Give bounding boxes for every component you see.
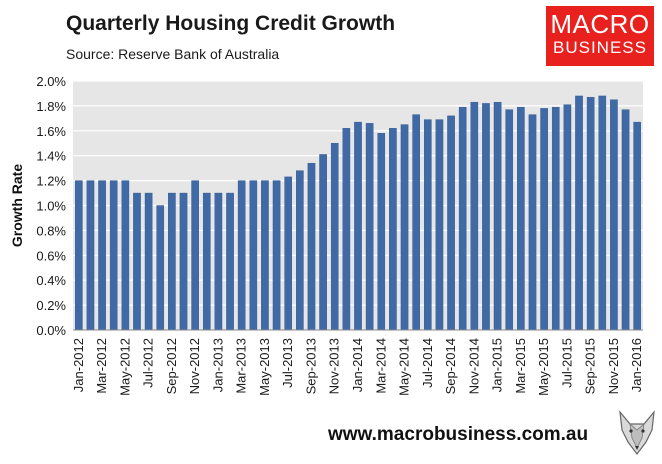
bar xyxy=(540,108,548,331)
bar xyxy=(458,106,467,331)
bar xyxy=(168,192,176,331)
x-tick-label: Nov-2012 xyxy=(187,338,202,394)
bar xyxy=(226,192,234,331)
bar xyxy=(400,124,409,331)
x-tick-label: Sep-2012 xyxy=(164,338,179,394)
website-url: www.macrobusiness.com.au xyxy=(328,424,589,445)
x-tick-label: Jan-2014 xyxy=(350,338,365,392)
bar xyxy=(144,192,153,331)
y-tick-label: 0.0% xyxy=(36,323,66,338)
bar xyxy=(133,192,141,331)
bar xyxy=(621,109,630,331)
y-tick-label: 1.2% xyxy=(36,174,66,189)
logo-line-macro: MACRO xyxy=(550,9,650,39)
bar xyxy=(598,95,607,331)
bar xyxy=(633,121,641,331)
bar xyxy=(296,170,304,331)
x-tick-label: Jul-2012 xyxy=(141,338,156,388)
bar xyxy=(563,104,572,331)
x-tick-label: Mar-2012 xyxy=(94,338,109,394)
y-tick-label: 0.4% xyxy=(36,273,66,288)
bar xyxy=(237,180,246,331)
x-tick-label: Jul-2014 xyxy=(420,338,435,388)
bar xyxy=(389,128,397,331)
bar xyxy=(179,192,188,331)
bar xyxy=(412,114,420,331)
y-tick-label: 0.2% xyxy=(36,298,66,313)
bar xyxy=(98,180,106,331)
bar xyxy=(423,119,432,331)
x-tick-label: Jul-2015 xyxy=(559,338,574,388)
x-tick-label: Jul-2013 xyxy=(280,338,295,388)
bar xyxy=(284,176,293,331)
wolf-head-icon xyxy=(619,410,655,455)
bar xyxy=(86,180,95,331)
bar xyxy=(75,180,83,331)
y-tick-label: 1.6% xyxy=(36,124,66,139)
bar xyxy=(202,192,211,331)
bar xyxy=(319,154,327,331)
chart-title: Quarterly Housing Credit Growth xyxy=(66,12,396,35)
x-tick-label: Nov-2014 xyxy=(466,338,481,394)
bar xyxy=(261,180,269,331)
logo-line-business: BUSINESS xyxy=(553,38,647,57)
bar xyxy=(377,133,386,331)
bar xyxy=(365,123,374,331)
bar xyxy=(493,101,502,331)
x-tick-label: Mar-2013 xyxy=(234,338,249,394)
x-tick-label: Jan-2012 xyxy=(71,338,86,392)
bar xyxy=(505,109,514,331)
x-tick-label: Nov-2015 xyxy=(606,338,621,394)
chart-subtitle: Source: Reserve Bank of Australia xyxy=(66,46,280,62)
x-tick-label: May-2013 xyxy=(257,338,272,396)
x-tick-label: May-2012 xyxy=(117,338,132,396)
bar xyxy=(342,128,351,331)
y-axis-label: Growth Rate xyxy=(9,164,25,247)
y-tick-label: 1.0% xyxy=(36,199,66,214)
x-tick-label: May-2015 xyxy=(536,338,551,396)
x-tick-label: May-2014 xyxy=(397,338,412,396)
y-tick-label: 2.0% xyxy=(36,74,66,89)
x-tick-label: Jan-2013 xyxy=(210,338,225,392)
bar xyxy=(517,106,525,331)
x-tick-label: Sep-2013 xyxy=(303,338,318,394)
x-tick-label: Sep-2014 xyxy=(443,338,458,394)
bar xyxy=(528,114,537,331)
bar xyxy=(249,180,258,331)
y-tick-label: 0.8% xyxy=(36,223,66,238)
x-tick-label: Sep-2015 xyxy=(583,338,598,394)
x-tick-label: Jan-2016 xyxy=(629,338,644,392)
bar xyxy=(435,119,444,331)
macrobusiness-logo: MACRO BUSINESS xyxy=(546,6,654,66)
bar xyxy=(156,205,165,331)
bar xyxy=(470,101,479,331)
bar xyxy=(214,192,223,331)
bar xyxy=(109,180,118,331)
x-tick-label: Jan-2015 xyxy=(490,338,505,392)
bar xyxy=(191,180,199,331)
y-tick-label: 1.8% xyxy=(36,99,66,114)
bar xyxy=(354,121,362,331)
x-tick-label: Mar-2015 xyxy=(513,338,528,394)
x-tick-label: Nov-2013 xyxy=(327,338,342,394)
bar xyxy=(551,106,560,331)
bar xyxy=(482,103,490,331)
bar xyxy=(610,99,618,331)
bar xyxy=(307,162,316,331)
y-tick-label: 0.6% xyxy=(36,248,66,263)
x-tick-label: Mar-2014 xyxy=(373,338,388,394)
bar xyxy=(121,180,130,331)
bar xyxy=(575,95,583,331)
bar xyxy=(447,115,455,331)
bar xyxy=(272,180,281,331)
y-tick-label: 1.4% xyxy=(36,149,66,164)
bar xyxy=(330,143,339,331)
bar xyxy=(586,96,595,331)
